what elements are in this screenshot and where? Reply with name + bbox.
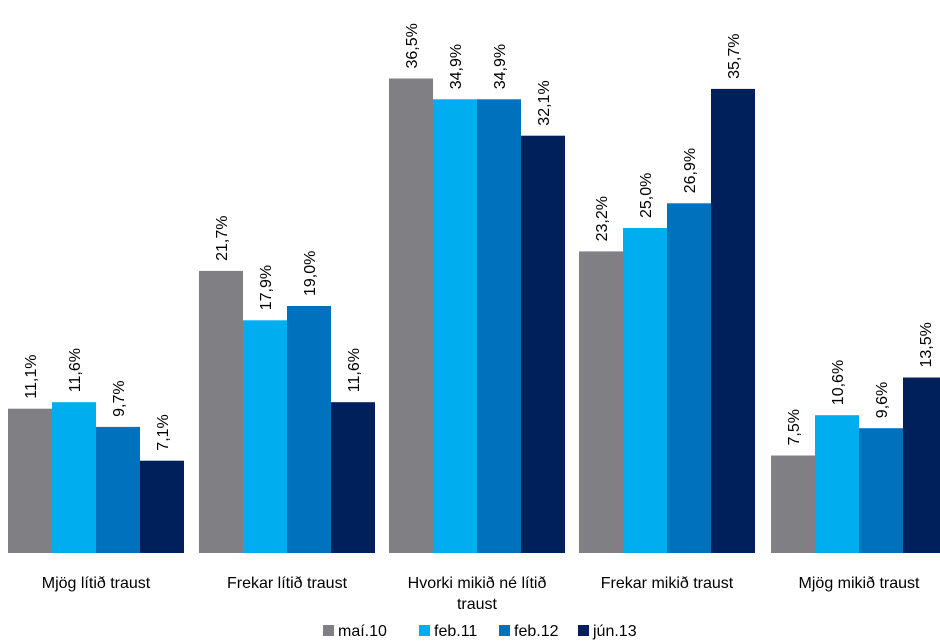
- category-labels-layer: Mjög lítið traust Frekar lítið traust Hvor…: [42, 575, 920, 613]
- data-label: 11,6%: [67, 348, 84, 392]
- bar-5-series-1: [771, 455, 815, 553]
- data-label: 13,5%: [918, 322, 935, 367]
- category-label: Mjög mikið traust: [799, 575, 920, 592]
- bars-layer: [8, 78, 940, 554]
- bar-1-series-2: [52, 402, 96, 553]
- bar-4-series-2: [623, 228, 667, 553]
- bar-1-series-1: [8, 408, 52, 553]
- bar-2-series-4: [331, 402, 375, 553]
- data-label: 26,9%: [682, 148, 699, 193]
- category-label: Mjög lítið traust: [42, 575, 151, 592]
- data-label: 34,9%: [448, 44, 465, 89]
- data-label: 11,6%: [346, 348, 363, 392]
- data-label: 36,5%: [404, 23, 421, 68]
- data-label: 7,5%: [786, 409, 803, 445]
- data-label: 35,7%: [726, 34, 743, 79]
- bar-5-series-4: [903, 377, 940, 553]
- data-label: 23,2%: [594, 196, 611, 241]
- legend-label: jún.13: [592, 623, 637, 640]
- legend-swatch: [323, 625, 334, 636]
- legend-label: feb.12: [514, 623, 559, 640]
- data-label: 7,1%: [155, 414, 172, 450]
- bar-3-series-3: [477, 99, 521, 554]
- data-label: 19,0%: [302, 251, 319, 296]
- data-label: 9,7%: [111, 380, 128, 416]
- bar-2-series-2: [243, 320, 287, 553]
- bar-3-series-1: [389, 78, 433, 553]
- data-label: 11,1%: [23, 355, 40, 399]
- data-label: 25,0%: [638, 173, 655, 218]
- data-label: 21,7%: [214, 216, 231, 261]
- bar-3-series-4: [521, 135, 565, 553]
- category-label: traust: [457, 596, 498, 613]
- legend-swatch: [578, 625, 589, 636]
- data-label: 17,9%: [258, 265, 275, 310]
- data-label: 34,9%: [492, 44, 509, 89]
- bar-4-series-3: [667, 203, 711, 554]
- bar-5-series-3: [859, 428, 903, 553]
- data-label: 9,6%: [874, 382, 891, 418]
- value-labels-layer: 11,1% 11,6% 9,7% 7,1% 21,7% 17,9% 19,0% 11,6% 36…: [23, 23, 935, 451]
- legend-swatch: [499, 625, 510, 636]
- bar-4-series-4: [711, 88, 755, 554]
- legend: maí.10 feb.11 feb.12 jún.13: [323, 623, 637, 640]
- bar-4-series-1: [579, 251, 623, 553]
- category-label: Hvorki mikið né lítið: [408, 575, 547, 592]
- bar-3-series-2: [433, 99, 477, 554]
- category-label: Frekar mikið traust: [601, 575, 734, 592]
- bar-2-series-1: [199, 270, 243, 553]
- legend-swatch: [419, 625, 430, 636]
- legend-label: feb.11: [434, 623, 477, 640]
- data-label: 32,1%: [536, 80, 553, 125]
- legend-label: maí.10: [338, 623, 387, 640]
- bar-1-series-4: [140, 460, 184, 553]
- bar-2-series-3: [287, 306, 331, 553]
- bar-5-series-2: [815, 415, 859, 553]
- data-label: 10,6%: [830, 360, 847, 405]
- bar-1-series-3: [96, 426, 140, 553]
- category-label: Frekar lítið traust: [227, 575, 348, 592]
